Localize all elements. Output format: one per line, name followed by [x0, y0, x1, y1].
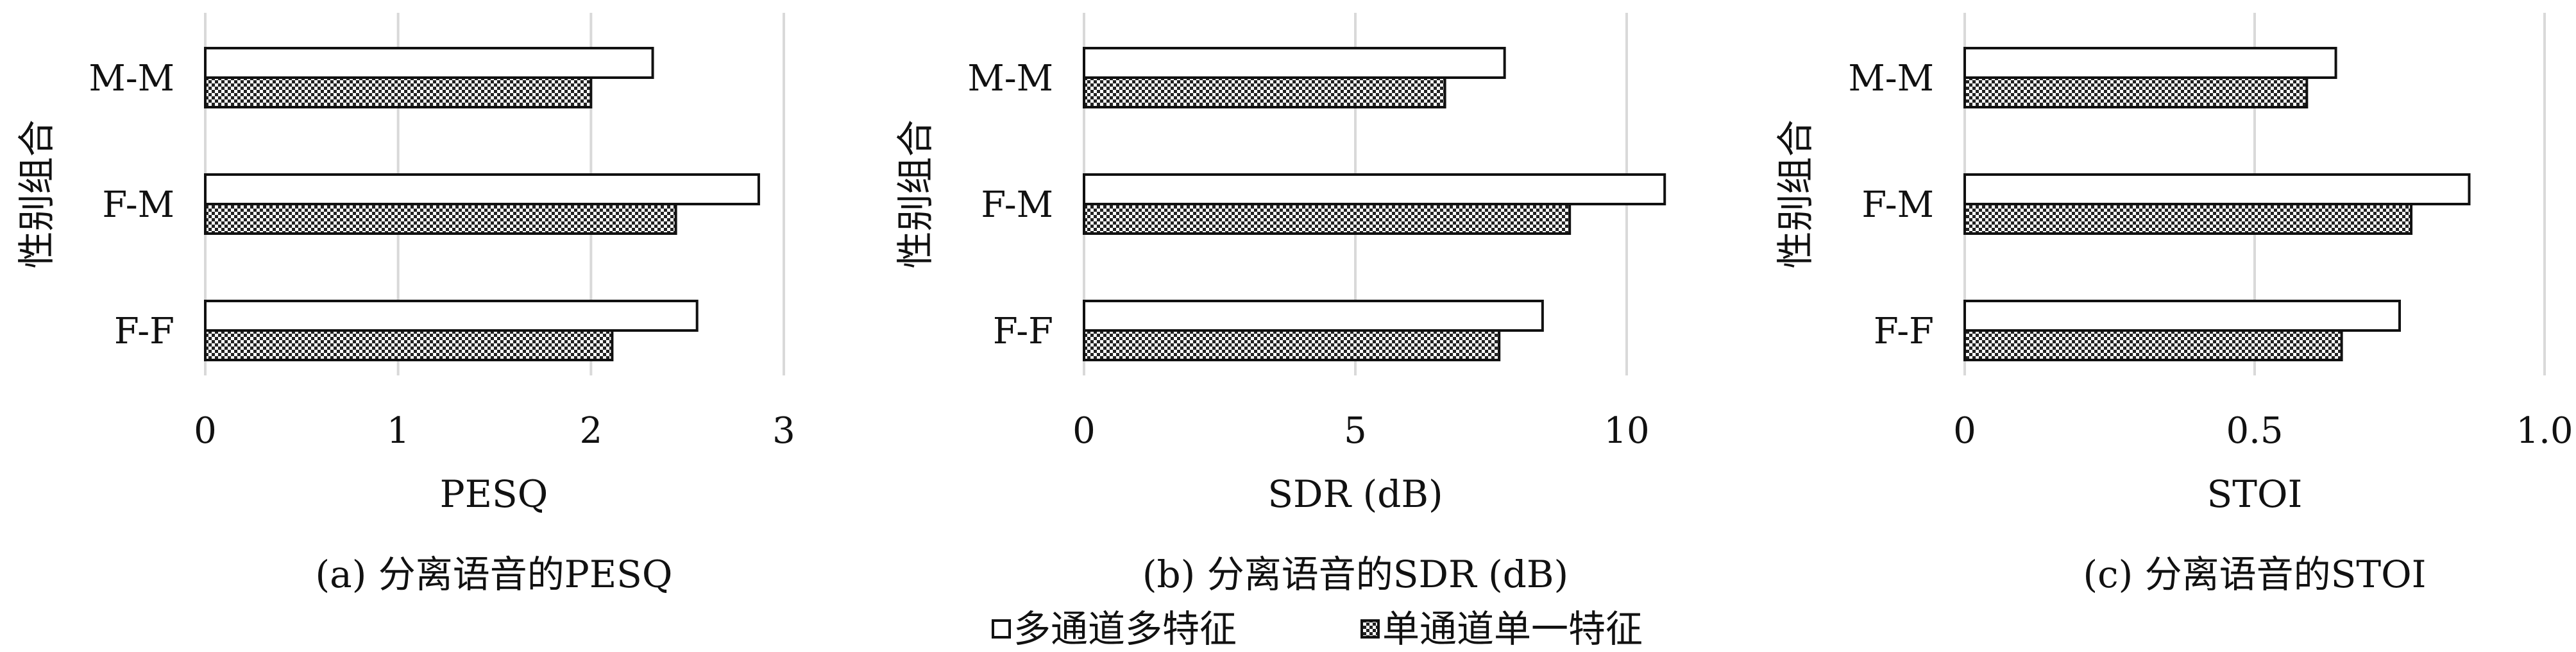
- chart-3-bar-m-m-series-1: [1963, 47, 2337, 79]
- chart-1-bar-f-m-series-1: [204, 173, 760, 205]
- chart-1-bar-m-m-series-1: [204, 47, 654, 79]
- chart-2-caption: (b) 分离语音的SDR (dB): [1142, 553, 1568, 596]
- legend: 多通道多特征 单通道单一特征: [992, 607, 1643, 651]
- chart-2-bar-m-m-series-1: [1083, 47, 1506, 79]
- chart-1-bar-f-m-series-2: [204, 203, 677, 235]
- chart-1-bar-f-f-series-2: [204, 329, 614, 361]
- chart-1-caption: (a) 分离语音的PESQ: [316, 553, 673, 596]
- chart-2-bar-f-f-series-1: [1083, 300, 1544, 332]
- chart-3-xtick-label-1-0: 1.0: [2516, 410, 2573, 452]
- chart-2-bar-m-m-series-2: [1083, 76, 1446, 108]
- chart-3-y-axis-title: 性别组合: [1774, 119, 1817, 268]
- chart-3-category-label-f-m: F-M: [1861, 184, 1934, 226]
- chart-1-xtick-label-1: 1: [387, 410, 410, 452]
- chart-1-category-label-m-m: M-M: [89, 58, 174, 99]
- chart-2-x-axis-title: SDR (dB): [1267, 472, 1443, 516]
- chart-2-y-axis-title: 性别组合: [894, 119, 937, 268]
- chart-2-category-label-m-m: M-M: [967, 58, 1053, 99]
- chart-2-bar-f-m-series-1: [1083, 173, 1666, 205]
- chart-2-xtick-label-0: 0: [1072, 410, 1096, 452]
- chart-2-category-label-f-m: F-M: [981, 184, 1053, 226]
- chart-3-category-label-f-f: F-F: [1874, 311, 1934, 352]
- chart-1-xtick-label-0: 0: [194, 410, 217, 452]
- chart-3-bar-f-f-series-1: [1963, 300, 2401, 332]
- chart-3-bar-f-f-series-2: [1963, 329, 2343, 361]
- chart-1-y-axis-title: 性别组合: [15, 119, 58, 268]
- chart-2-category-label-f-f: F-F: [993, 311, 1053, 352]
- chart-3-caption: (c) 分离语音的STOI: [2083, 553, 2426, 596]
- chart-1-bar-f-f-series-1: [204, 300, 699, 332]
- chart-2-xtick-label-5: 5: [1344, 410, 1367, 452]
- chart-3-x-axis-title: STOI: [2207, 472, 2303, 516]
- chart-1-category-label-f-f: F-F: [114, 311, 174, 352]
- chart-2-bar-f-f-series-2: [1083, 329, 1501, 361]
- legend-swatch-checkered: [1360, 619, 1380, 639]
- chart-3-bar-m-m-series-2: [1963, 76, 2309, 108]
- chart-3: M-M F-M F-F 0 0.5 1.0 STOI 性别组合 (c) 分离语音的STOI: [1774, 13, 2573, 596]
- chart-3-bar-f-m-series-2: [1963, 203, 2413, 235]
- chart-3-bar-f-m-series-1: [1963, 173, 2471, 205]
- chart-2-bar-f-m-series-2: [1083, 203, 1572, 235]
- chart-2-xtick-label-10: 10: [1604, 410, 1649, 452]
- chart-3-xtick-label-0-5: 0.5: [2226, 410, 2283, 452]
- chart-2: M-M F-M F-F 0 5 10 SDR (dB) 性别组合 (b) 分离语音的SDR (d…: [894, 13, 1666, 596]
- chart-1-xtick-label-3: 3: [772, 410, 795, 452]
- chart-3-category-label-m-m: M-M: [1848, 58, 1934, 99]
- chart-1-xtick-label-2: 2: [580, 410, 603, 452]
- legend-label-multi-channel: 多通道多特征: [1013, 607, 1237, 651]
- chart-1-category-label-f-m: F-M: [102, 184, 174, 226]
- chart-1-bar-m-m-series-2: [204, 76, 593, 108]
- legend-swatch-white: [992, 619, 1011, 639]
- chart-1: M-M F-M F-F 0 1 2 3 PESQ 性别组合 (a) 分离语音的PESQ: [15, 13, 795, 596]
- chart-1-x-axis-title: PESQ: [440, 472, 548, 516]
- chart-3-xtick-label-0: 0: [1953, 410, 1976, 452]
- legend-label-single-channel: 单通道单一特征: [1382, 607, 1643, 651]
